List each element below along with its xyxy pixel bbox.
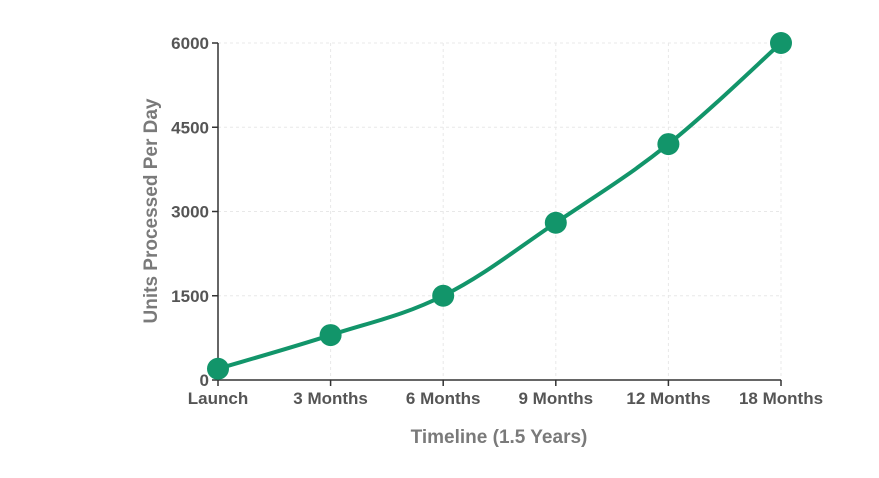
y-tick-label: 0 [200,371,209,390]
series [207,32,792,380]
x-tick-label: 18 Months [739,389,823,408]
y-tick-label: 1500 [171,287,209,306]
y-axis-title: Units Processed Per Day [141,98,162,323]
y-tick-label: 4500 [171,118,209,137]
axes: 0 1500 3000 4500 6000 Launch 3 Months 6 Months 9… [171,34,823,408]
x-tick-label: 6 Months [406,389,481,408]
x-axis-title: Timeline (1.5 Years) [411,427,588,448]
series-line [216,41,783,371]
y-tick-label: 6000 [171,34,209,53]
x-tick-label: 12 Months [626,389,710,408]
data-point [207,357,229,380]
data-point [770,32,792,54]
y-tick-label: 3000 [171,203,209,222]
x-tick-label: Launch [188,389,248,408]
data-point [432,284,455,307]
x-tick-label: 9 Months [518,389,593,408]
data-point [657,133,680,156]
x-tick-label: 3 Months [293,389,368,408]
grid [218,42,782,380]
data-point [544,211,567,234]
data-point [319,324,342,347]
